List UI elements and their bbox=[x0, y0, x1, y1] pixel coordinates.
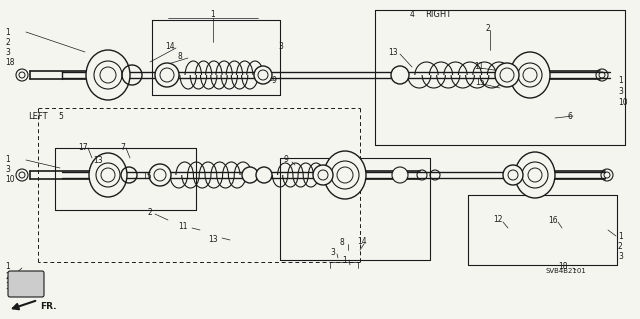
FancyBboxPatch shape bbox=[8, 271, 44, 297]
Ellipse shape bbox=[515, 152, 555, 198]
Circle shape bbox=[522, 162, 548, 188]
Text: 10: 10 bbox=[618, 98, 628, 107]
Text: 15: 15 bbox=[475, 78, 484, 87]
Circle shape bbox=[495, 63, 519, 87]
Text: 3: 3 bbox=[5, 282, 10, 291]
Circle shape bbox=[101, 168, 115, 182]
Circle shape bbox=[94, 61, 122, 89]
Text: 8: 8 bbox=[178, 52, 183, 61]
Text: LEFT: LEFT bbox=[28, 112, 47, 121]
Text: 16: 16 bbox=[548, 216, 557, 225]
Circle shape bbox=[518, 63, 542, 87]
Text: 12: 12 bbox=[493, 215, 502, 224]
Circle shape bbox=[149, 164, 171, 186]
Text: SVB4B2101: SVB4B2101 bbox=[545, 268, 586, 274]
Text: 1: 1 bbox=[618, 232, 623, 241]
Text: 7: 7 bbox=[120, 143, 125, 152]
Ellipse shape bbox=[510, 52, 550, 98]
Text: 4: 4 bbox=[410, 10, 415, 19]
Circle shape bbox=[242, 167, 258, 183]
Circle shape bbox=[313, 165, 333, 185]
Circle shape bbox=[391, 66, 409, 84]
Text: 14: 14 bbox=[165, 42, 175, 51]
Circle shape bbox=[100, 67, 116, 83]
Text: 13: 13 bbox=[388, 48, 397, 57]
Text: 1: 1 bbox=[5, 262, 10, 271]
Circle shape bbox=[155, 63, 179, 87]
Ellipse shape bbox=[324, 151, 366, 199]
Text: 1: 1 bbox=[211, 10, 216, 19]
Text: 11: 11 bbox=[474, 62, 483, 71]
Circle shape bbox=[96, 163, 120, 187]
Text: 3: 3 bbox=[278, 42, 283, 51]
Text: 6: 6 bbox=[568, 112, 573, 121]
Text: 11: 11 bbox=[178, 222, 188, 231]
Ellipse shape bbox=[86, 50, 130, 100]
Text: 8: 8 bbox=[340, 238, 345, 247]
Circle shape bbox=[331, 161, 359, 189]
Text: 2: 2 bbox=[618, 242, 623, 251]
Text: 3: 3 bbox=[5, 48, 10, 57]
Text: 10: 10 bbox=[5, 175, 15, 184]
Text: 2: 2 bbox=[5, 38, 10, 47]
Text: 9: 9 bbox=[272, 76, 277, 85]
Ellipse shape bbox=[89, 153, 127, 197]
Text: 1: 1 bbox=[342, 256, 347, 265]
Text: 17: 17 bbox=[78, 143, 88, 152]
Text: 3: 3 bbox=[618, 87, 623, 96]
Text: 13: 13 bbox=[208, 235, 218, 244]
Text: 5: 5 bbox=[58, 112, 63, 121]
Circle shape bbox=[392, 167, 408, 183]
Text: 18: 18 bbox=[558, 262, 568, 271]
Circle shape bbox=[256, 167, 272, 183]
Text: 1: 1 bbox=[618, 76, 623, 85]
Text: 3: 3 bbox=[5, 165, 10, 174]
Text: 1: 1 bbox=[5, 28, 10, 37]
Text: 14: 14 bbox=[357, 237, 367, 246]
Text: 1: 1 bbox=[5, 155, 10, 164]
Text: RIGHT: RIGHT bbox=[425, 10, 451, 19]
Text: 13: 13 bbox=[93, 156, 102, 165]
Text: 2: 2 bbox=[5, 272, 10, 281]
Text: 2: 2 bbox=[486, 24, 491, 33]
Text: 3: 3 bbox=[618, 252, 623, 261]
Text: 15: 15 bbox=[142, 172, 152, 181]
Text: 2: 2 bbox=[148, 208, 153, 217]
Text: 3: 3 bbox=[330, 248, 335, 257]
Text: 9: 9 bbox=[283, 155, 288, 164]
Text: FR.: FR. bbox=[40, 302, 56, 311]
Circle shape bbox=[503, 165, 523, 185]
Circle shape bbox=[254, 66, 272, 84]
Text: 18: 18 bbox=[5, 58, 15, 67]
